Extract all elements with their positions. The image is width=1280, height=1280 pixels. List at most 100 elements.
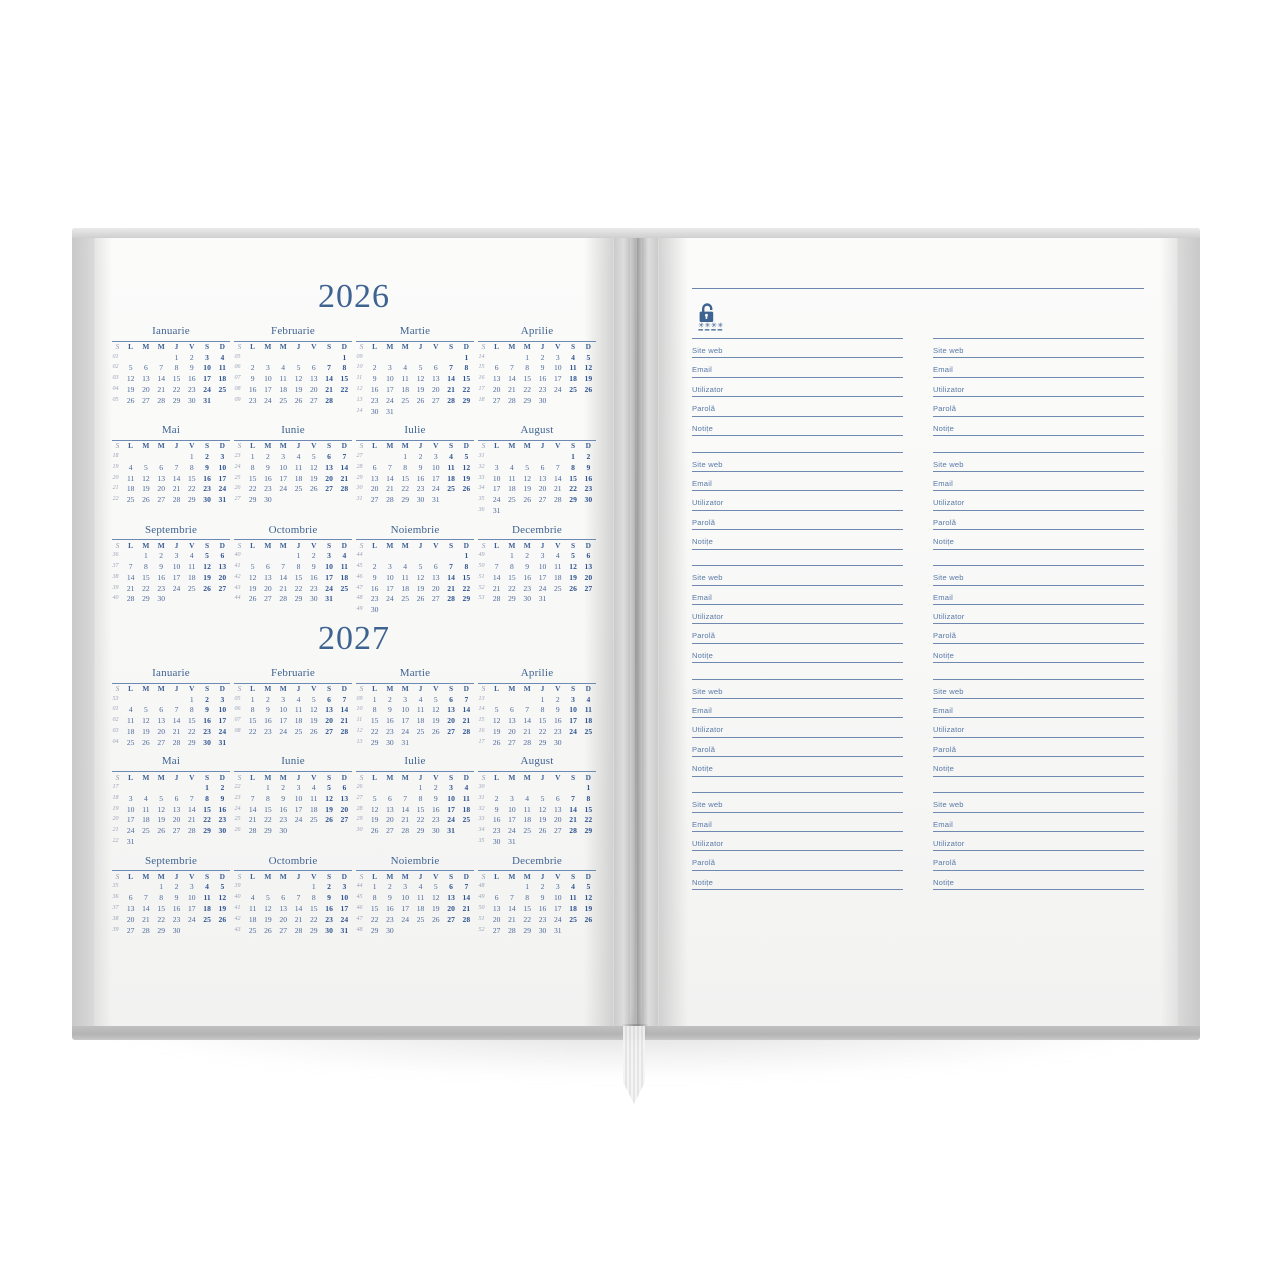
calendar-day (123, 882, 138, 893)
password-field-row[interactable]: Parolă (692, 736, 903, 756)
calendar-day: 16 (538, 903, 547, 913)
calendar-day: 27 (157, 495, 165, 505)
password-field-row[interactable]: Email (692, 357, 903, 376)
password-field-row[interactable]: Notițe (692, 642, 903, 664)
calendar-day: 18 (309, 804, 318, 814)
password-field-row[interactable]: Utilizator (933, 831, 1144, 850)
calendar-day: 14 (386, 473, 394, 483)
calendar-day: 25 (294, 484, 303, 494)
calendar-day (138, 353, 153, 364)
calendar-day (504, 695, 519, 706)
calendar-day (291, 353, 306, 364)
password-field-row[interactable]: Site web (933, 792, 1144, 811)
password-field-row[interactable]: Parolă (692, 623, 903, 642)
password-field-row[interactable]: Site web (692, 792, 903, 811)
password-field-row[interactable]: Parolă (692, 850, 903, 869)
password-field-row[interactable]: Site web (692, 451, 903, 471)
calendar-day: 2 (372, 562, 377, 572)
password-field-row[interactable]: Site web (933, 565, 1144, 584)
weekday-header: S (449, 871, 454, 881)
calendar-day: 18 (294, 473, 303, 483)
password-field-row[interactable]: Notițe (933, 415, 1144, 437)
password-field-row[interactable]: Email (692, 698, 903, 717)
password-field-row[interactable]: Utilizator (692, 831, 903, 850)
week-number: 21 (112, 827, 119, 834)
password-field-row[interactable]: Email (933, 811, 1144, 831)
password-field-row[interactable]: Parolă (933, 623, 1144, 642)
password-field-row[interactable]: Notițe (933, 869, 1144, 891)
calendar-day: 9 (159, 562, 164, 572)
weekday-header: D (463, 441, 470, 451)
password-field-row[interactable]: Notițe (933, 642, 1144, 664)
week-row: 39 21 22 23 24 25 26 27 (112, 584, 230, 595)
password-field-row[interactable]: Site web (692, 678, 903, 698)
password-field-row[interactable]: Email (692, 811, 903, 831)
weekday-header: S (205, 342, 210, 352)
password-field-row[interactable]: Utilizator (933, 376, 1144, 396)
password-field-row[interactable]: Utilizator (933, 490, 1144, 509)
week-row: 40 4 5 6 7 8 9 10 (234, 893, 352, 904)
password-field-row[interactable]: Parolă (933, 396, 1144, 415)
password-field-row[interactable]: Email (692, 470, 903, 490)
password-field-row[interactable]: Utilizator (933, 717, 1144, 736)
password-field-row[interactable]: Email (933, 357, 1144, 376)
password-field-row[interactable]: Site web (933, 338, 1144, 357)
password-field-row[interactable]: Site web (933, 451, 1144, 471)
calendar-day (550, 783, 565, 794)
calendar-day: 29 (248, 495, 257, 505)
calendar-day (169, 594, 184, 605)
password-field-row[interactable]: Notițe (692, 869, 903, 891)
calendar-day: 23 (264, 726, 272, 736)
week-number: 18 (112, 452, 119, 459)
calendar-day: 16 (264, 716, 272, 726)
password-field-row[interactable]: Parolă (692, 396, 903, 415)
password-field-row[interactable]: Parolă (933, 850, 1144, 869)
password-field-row[interactable]: Email (933, 584, 1144, 604)
weekday-header: M (386, 342, 394, 352)
weekday-header: D (463, 342, 470, 352)
password-field-row[interactable]: Site web (692, 338, 903, 357)
password-field-row[interactable]: Parolă (692, 509, 903, 529)
password-field-row[interactable]: Notițe (933, 756, 1144, 777)
password-field-row[interactable]: Utilizator (692, 490, 903, 509)
password-field-row[interactable]: Parolă (933, 736, 1144, 756)
field-label: Utilizator (692, 611, 724, 621)
password-field-row[interactable]: Utilizator (692, 603, 903, 623)
calendar-day (276, 882, 291, 893)
calendar-day: 24 (325, 583, 333, 593)
password-field-row[interactable]: Notițe (933, 529, 1144, 550)
password-field-row[interactable]: Parolă (933, 509, 1144, 529)
week-row: 18 27 28 29 30 (478, 396, 596, 407)
calendar-day: 7 (342, 694, 347, 704)
calendar-day (367, 353, 382, 364)
password-field-row[interactable]: Utilizator (692, 717, 903, 736)
calendar-day (169, 837, 184, 848)
password-field-row[interactable]: Email (692, 584, 903, 604)
calendar-day (154, 783, 169, 794)
password-field-row[interactable]: Notițe (692, 415, 903, 437)
calendar-day: 15 (523, 374, 531, 384)
password-field-row[interactable]: Utilizator (692, 376, 903, 396)
calendar-day (443, 605, 458, 616)
week-row: 17 26 27 28 29 30 (478, 738, 596, 749)
calendar-day: 4 (449, 451, 453, 461)
password-field-row[interactable]: Utilizator (933, 603, 1144, 623)
password-field-row[interactable]: Notițe (692, 529, 903, 550)
calendar-day: 29 (523, 925, 531, 935)
calendar-day: 19 (264, 914, 272, 924)
week-row: 15 6 7 8 9 10 11 12 (478, 363, 596, 374)
calendar-day: 1 (205, 783, 209, 793)
calendar-day: 18 (584, 716, 593, 726)
password-field-row[interactable]: Site web (692, 565, 903, 584)
password-field-row[interactable]: Notițe (692, 756, 903, 777)
calendar-day: 22 (203, 815, 211, 825)
password-field-row[interactable]: Email (933, 470, 1144, 490)
calendar-day: 27 (218, 583, 227, 593)
weekday-header: M (264, 772, 272, 782)
password-field-row[interactable]: Site web (933, 678, 1144, 698)
password-entry-group: Site web Email Utilizator Parolă Notițe (933, 565, 1144, 664)
calendar-day: 8 (525, 363, 530, 373)
password-field-row[interactable]: Email (933, 698, 1144, 717)
